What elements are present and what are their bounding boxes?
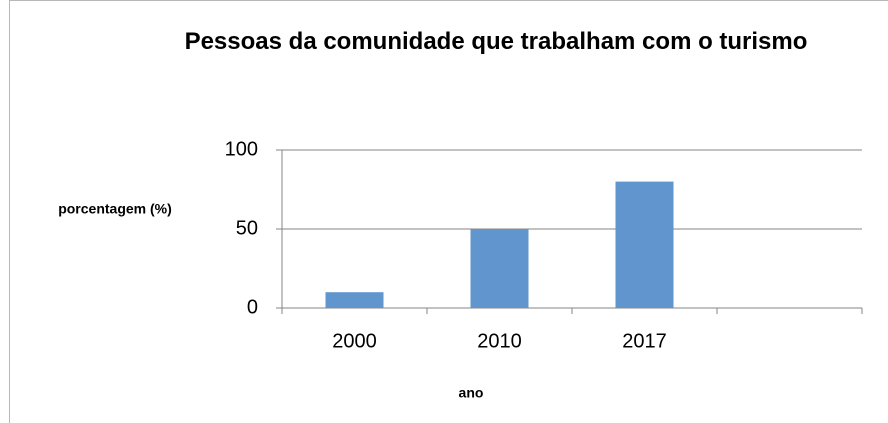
bar bbox=[325, 292, 384, 308]
x-tick-label: 2000 bbox=[332, 330, 377, 352]
chart-frame bbox=[9, 0, 888, 423]
y-tick-label: 0 bbox=[247, 296, 258, 318]
y-tick-label: 100 bbox=[225, 138, 258, 160]
bar bbox=[470, 229, 529, 308]
chart-title: Pessoas da comunidade que trabalham com … bbox=[184, 28, 808, 55]
x-axis-label: ano bbox=[459, 385, 484, 401]
bar bbox=[615, 181, 674, 308]
x-tick-label: 2017 bbox=[622, 330, 667, 352]
y-axis-label: porcentagem (%) bbox=[58, 201, 172, 217]
x-tick-label: 2010 bbox=[477, 330, 522, 352]
y-tick-label: 50 bbox=[236, 217, 258, 239]
